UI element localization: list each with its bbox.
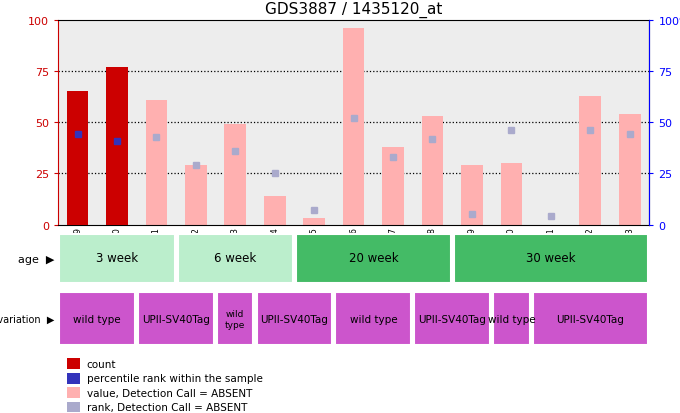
- Text: rank, Detection Call = ABSENT: rank, Detection Call = ABSENT: [87, 402, 247, 412]
- Bar: [97, 21, 137, 225]
- Bar: [59, 293, 135, 345]
- Bar: [343, 29, 364, 225]
- Bar: [500, 164, 522, 225]
- Bar: [492, 21, 531, 225]
- Bar: [422, 117, 443, 225]
- Bar: [67, 387, 80, 398]
- Bar: [137, 21, 176, 225]
- Bar: [217, 293, 254, 345]
- Bar: [177, 235, 293, 284]
- Bar: [454, 235, 648, 284]
- Bar: [224, 125, 246, 225]
- Bar: [264, 197, 286, 225]
- Bar: [493, 293, 530, 345]
- Bar: [531, 21, 571, 225]
- Bar: [106, 68, 128, 225]
- Bar: [138, 293, 214, 345]
- Bar: [452, 21, 492, 225]
- Text: wild type: wild type: [73, 314, 121, 324]
- Bar: [67, 358, 80, 369]
- Text: percentile rank within the sample: percentile rank within the sample: [87, 373, 262, 383]
- Bar: [176, 21, 216, 225]
- Title: GDS3887 / 1435120_at: GDS3887 / 1435120_at: [265, 2, 442, 18]
- Bar: [532, 293, 648, 345]
- Text: count: count: [87, 359, 116, 369]
- Text: value, Detection Call = ABSENT: value, Detection Call = ABSENT: [87, 388, 252, 398]
- Text: UPII-SV40Tag: UPII-SV40Tag: [142, 314, 210, 324]
- Bar: [303, 219, 325, 225]
- Bar: [334, 21, 373, 225]
- Bar: [67, 401, 80, 413]
- Text: UPII-SV40Tag: UPII-SV40Tag: [260, 314, 328, 324]
- Bar: [382, 147, 404, 225]
- Text: wild type: wild type: [350, 314, 397, 324]
- Bar: [185, 166, 207, 225]
- Text: 30 week: 30 week: [526, 252, 575, 265]
- Bar: [571, 21, 610, 225]
- Bar: [619, 115, 641, 225]
- Bar: [67, 373, 80, 384]
- Text: age  ▶: age ▶: [18, 254, 54, 264]
- Text: UPII-SV40Tag: UPII-SV40Tag: [418, 314, 486, 324]
- Bar: [335, 293, 411, 345]
- Text: genotype/variation  ▶: genotype/variation ▶: [0, 314, 54, 324]
- Bar: [146, 100, 167, 225]
- Bar: [296, 235, 451, 284]
- Bar: [216, 21, 255, 225]
- Bar: [414, 293, 490, 345]
- Text: 6 week: 6 week: [214, 252, 256, 265]
- Bar: [461, 166, 483, 225]
- Bar: [59, 235, 175, 284]
- Bar: [58, 21, 97, 225]
- Bar: [610, 21, 649, 225]
- Text: 3 week: 3 week: [96, 252, 138, 265]
- Text: UPII-SV40Tag: UPII-SV40Tag: [556, 314, 624, 324]
- Text: wild
type: wild type: [225, 309, 245, 329]
- Bar: [256, 293, 333, 345]
- Text: wild type: wild type: [488, 314, 535, 324]
- Bar: [67, 92, 88, 225]
- Bar: [373, 21, 413, 225]
- Bar: [413, 21, 452, 225]
- Bar: [255, 21, 294, 225]
- Text: 20 week: 20 week: [349, 252, 398, 265]
- Bar: [294, 21, 334, 225]
- Bar: [579, 96, 601, 225]
